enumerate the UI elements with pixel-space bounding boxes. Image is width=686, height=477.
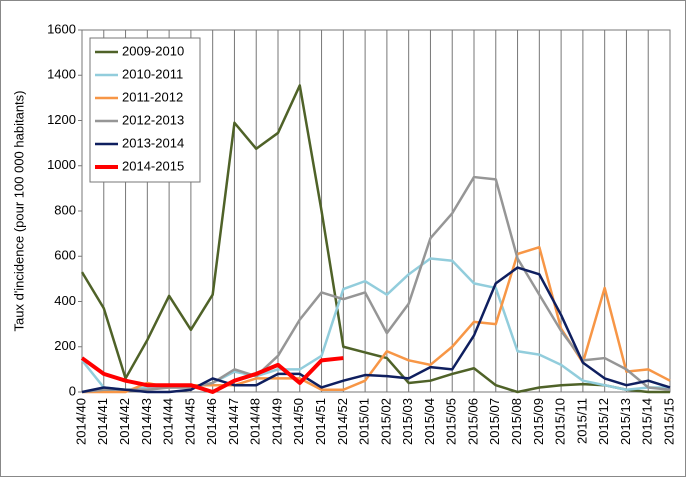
legend-label: 2013-2014 xyxy=(122,135,184,150)
y-tick-label: 600 xyxy=(54,248,76,263)
x-tick-label: 2014/50 xyxy=(291,398,306,445)
x-tick-label: 2015/06 xyxy=(465,398,480,445)
x-tick-label: 2015/05 xyxy=(444,398,459,445)
legend-label: 2014-2015 xyxy=(122,158,184,173)
x-tick-label: 2015/04 xyxy=(422,398,437,445)
x-tick-label: 2015/08 xyxy=(509,398,524,445)
x-tick-label: 2014/47 xyxy=(226,398,241,445)
y-tick-label: 1200 xyxy=(47,112,76,127)
x-tick-label: 2015/02 xyxy=(378,398,393,445)
x-tick-label: 2014/46 xyxy=(204,398,219,445)
y-axis-label: Taux d'incidence (pour 100 000 habitants… xyxy=(11,91,26,332)
legend-label: 2009-2010 xyxy=(122,43,184,58)
x-tick-label: 2015/15 xyxy=(661,398,676,445)
series-line xyxy=(81,266,671,394)
y-tick-label: 1400 xyxy=(47,67,76,82)
x-tick-label: 2015/12 xyxy=(596,398,611,445)
x-tick-label: 2015/09 xyxy=(531,398,546,445)
legend-label: 2010-2011 xyxy=(122,66,183,81)
y-tick-label: 400 xyxy=(54,293,76,308)
x-tick-label: 2015/07 xyxy=(487,398,502,445)
x-tick-label: 2015/10 xyxy=(553,398,568,445)
x-tick-label: 2015/14 xyxy=(640,398,655,445)
x-tick-label: 2015/01 xyxy=(357,398,372,445)
series-line xyxy=(80,84,670,394)
x-tick-label: 2014/41 xyxy=(95,398,110,445)
legend-box xyxy=(89,37,201,183)
x-tick-label: 2015/03 xyxy=(400,398,415,445)
x-tick-label: 2014/42 xyxy=(117,398,132,445)
legend-label: 2011-2012 xyxy=(122,89,183,104)
y-tick-label: 200 xyxy=(54,338,76,353)
series-line xyxy=(80,356,344,394)
x-tick-label: 2014/44 xyxy=(161,398,176,445)
y-tick-label: 1000 xyxy=(47,157,76,172)
x-tick-label: 2014/52 xyxy=(335,398,350,445)
x-tick-label: 2014/48 xyxy=(248,398,263,445)
y-tick-label: 0 xyxy=(69,383,76,398)
y-tick-label: 1600 xyxy=(47,21,76,36)
series-line xyxy=(81,175,671,394)
x-tick-label: 2014/51 xyxy=(313,398,328,445)
x-tick-label: 2014/43 xyxy=(139,398,154,445)
x-tick-label: 2014/49 xyxy=(269,398,284,445)
x-tick-label: 2014/45 xyxy=(182,398,197,445)
x-tick-label: 2015/13 xyxy=(618,398,633,445)
y-tick-label: 800 xyxy=(54,202,76,217)
legend-label: 2012-2013 xyxy=(122,112,184,127)
x-tick-label: 2015/11 xyxy=(574,398,589,444)
x-tick-label: 2014/40 xyxy=(73,398,88,445)
